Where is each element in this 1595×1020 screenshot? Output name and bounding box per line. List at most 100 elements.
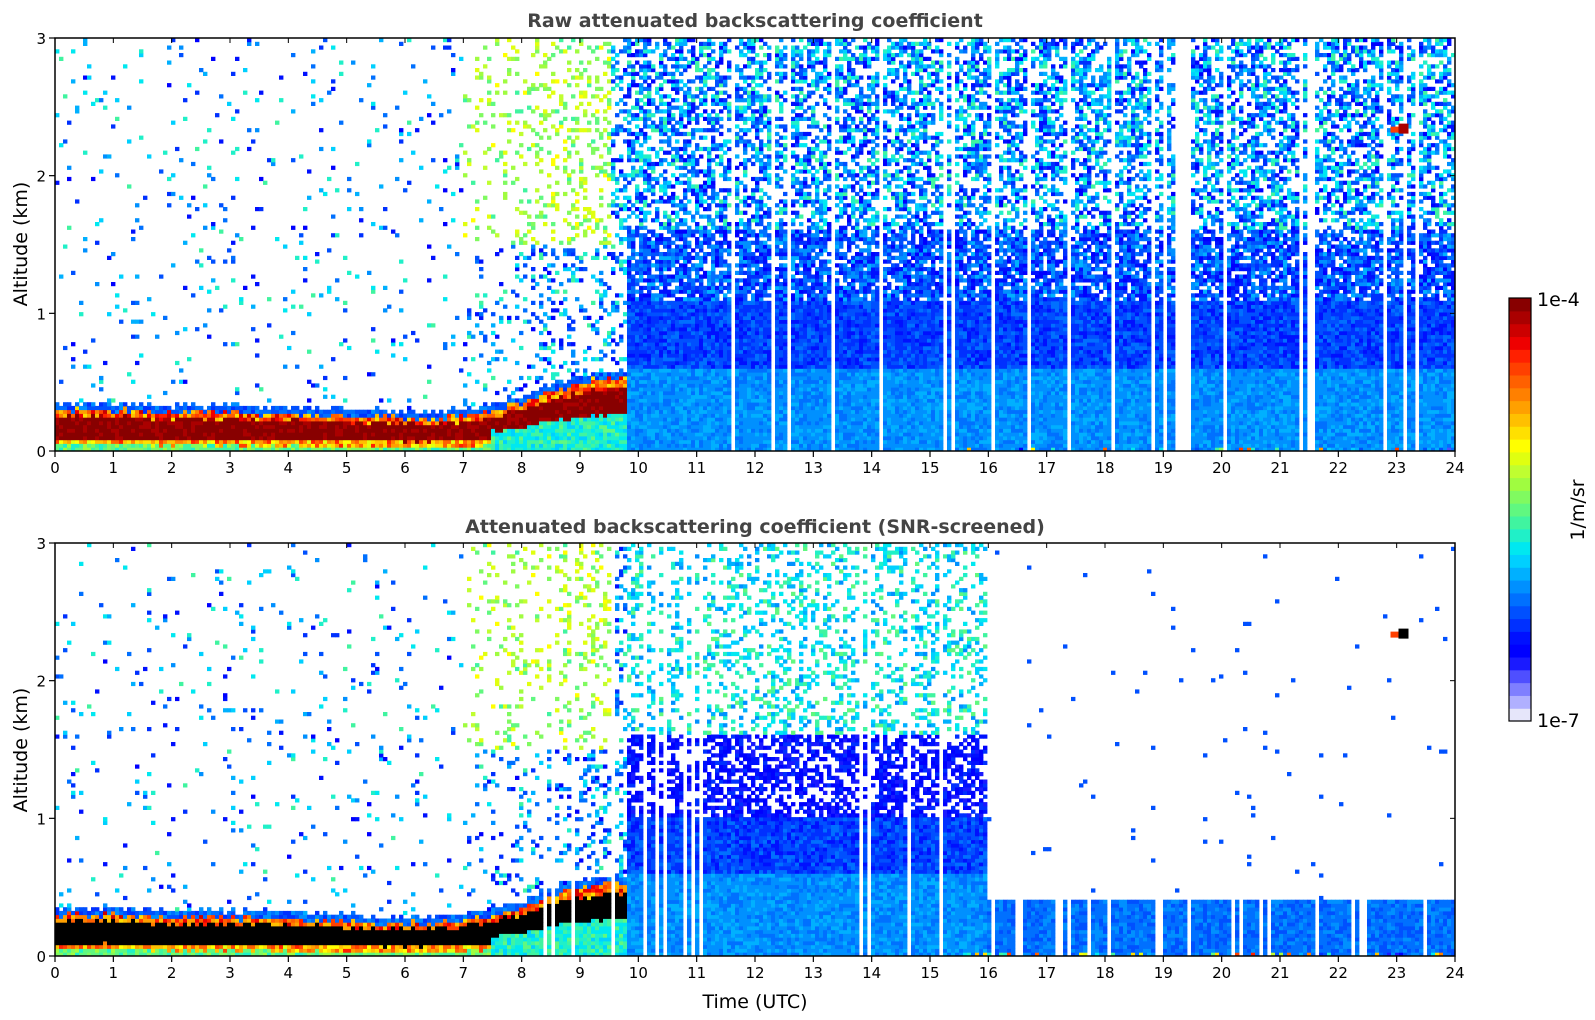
heatmap-cell (575, 105, 580, 110)
heatmap-cell (139, 432, 144, 437)
heatmap-cell (595, 379, 600, 384)
heatmap-cell (555, 413, 560, 418)
heatmap-cell (515, 304, 520, 309)
heatmap-cell (663, 282, 668, 287)
heatmap-cell (619, 49, 624, 54)
heatmap-cell (699, 225, 704, 230)
heatmap-cell (275, 439, 280, 444)
heatmap-cell (511, 244, 516, 249)
heatmap-cell (611, 49, 616, 54)
heatmap-cell (167, 421, 172, 426)
heatmap-cell (147, 417, 152, 422)
heatmap-cell (95, 439, 100, 444)
heatmap-cell (715, 248, 720, 253)
heatmap-cell (539, 342, 544, 347)
heatmap-cell (167, 405, 172, 411)
heatmap-cell (643, 439, 648, 444)
heatmap-cell (535, 199, 540, 204)
heatmap-cell (595, 222, 600, 227)
heatmap-cell (579, 383, 584, 388)
heatmap-cell (195, 436, 200, 441)
heatmap-cell (471, 218, 476, 223)
heatmap-cell (675, 297, 680, 302)
heatmap-cell (511, 180, 516, 185)
heatmap-cell (303, 436, 308, 441)
heatmap-cell (187, 405, 192, 411)
heatmap-cell (671, 278, 676, 283)
heatmap-cell (183, 327, 188, 332)
heatmap-cell (703, 109, 708, 114)
heatmap-cell (663, 176, 668, 182)
heatmap-cell (659, 334, 664, 339)
heatmap-cell (711, 345, 716, 351)
heatmap-cell (647, 390, 652, 396)
heatmap-cell (687, 353, 692, 358)
heatmap-cell (687, 428, 692, 433)
heatmap-cell (675, 447, 680, 451)
heatmap-cell (691, 289, 696, 294)
heatmap-cell (539, 210, 544, 215)
heatmap-cell (703, 394, 708, 399)
heatmap-cell (291, 225, 296, 230)
heatmap-cell (567, 383, 572, 388)
heatmap-cell (575, 390, 580, 396)
heatmap-cell (107, 398, 112, 403)
heatmap-cell (567, 421, 572, 426)
heatmap-cell (683, 188, 688, 193)
heatmap-cell (575, 135, 580, 140)
heatmap-cell (147, 421, 152, 426)
heatmap-cell (707, 323, 712, 328)
heatmap-cell (451, 424, 456, 429)
heatmap-cell (699, 90, 704, 95)
heatmap-cell (583, 113, 588, 118)
heatmap-cell (695, 300, 700, 305)
heatmap-cell (487, 56, 492, 61)
heatmap-cell (679, 308, 684, 313)
heatmap-cell (195, 90, 200, 95)
heatmap-cell (71, 342, 76, 347)
heatmap-cell (503, 90, 508, 95)
heatmap-cell (371, 421, 376, 426)
heatmap-cell (679, 383, 684, 388)
heatmap-cell (659, 360, 664, 366)
heatmap-cell (295, 409, 300, 414)
heatmap-cell (79, 439, 84, 444)
heatmap-cell (399, 41, 404, 46)
heatmap-cell (695, 319, 700, 324)
heatmap-cell (383, 207, 388, 212)
heatmap-cell (655, 86, 660, 91)
heatmap-cell (363, 436, 368, 441)
heatmap-cell (487, 98, 492, 103)
heatmap-cell (251, 405, 256, 411)
heatmap-cell (531, 143, 536, 148)
heatmap-cell (99, 402, 104, 407)
heatmap-cell (707, 229, 712, 234)
heatmap-cell (575, 421, 580, 426)
heatmap-cell (539, 64, 544, 69)
heatmap-cell (467, 158, 472, 163)
heatmap-cell (275, 409, 280, 414)
heatmap-cell (251, 436, 256, 441)
heatmap-cell (603, 109, 608, 114)
heatmap-cell (127, 428, 132, 433)
heatmap-cell (623, 225, 628, 230)
heatmap-cell (659, 390, 664, 396)
heatmap-cell (487, 432, 492, 437)
heatmap-cell (431, 120, 436, 125)
heatmap-cell (591, 49, 596, 54)
heatmap-cell (523, 274, 528, 279)
heatmap-cell (655, 417, 660, 422)
heatmap-cell (343, 255, 348, 260)
heatmap-cell (99, 387, 104, 392)
heatmap-cell (591, 357, 596, 362)
heatmap-cell (631, 285, 636, 290)
heatmap-cell (571, 413, 576, 418)
heatmap-cell (551, 417, 556, 422)
heatmap-cell (611, 372, 616, 377)
heatmap-cell (547, 417, 552, 422)
heatmap-cell (511, 390, 516, 396)
heatmap-cell (219, 447, 224, 451)
heatmap-cell (383, 409, 388, 414)
heatmap-cell (379, 428, 384, 433)
heatmap-cell (479, 300, 484, 305)
